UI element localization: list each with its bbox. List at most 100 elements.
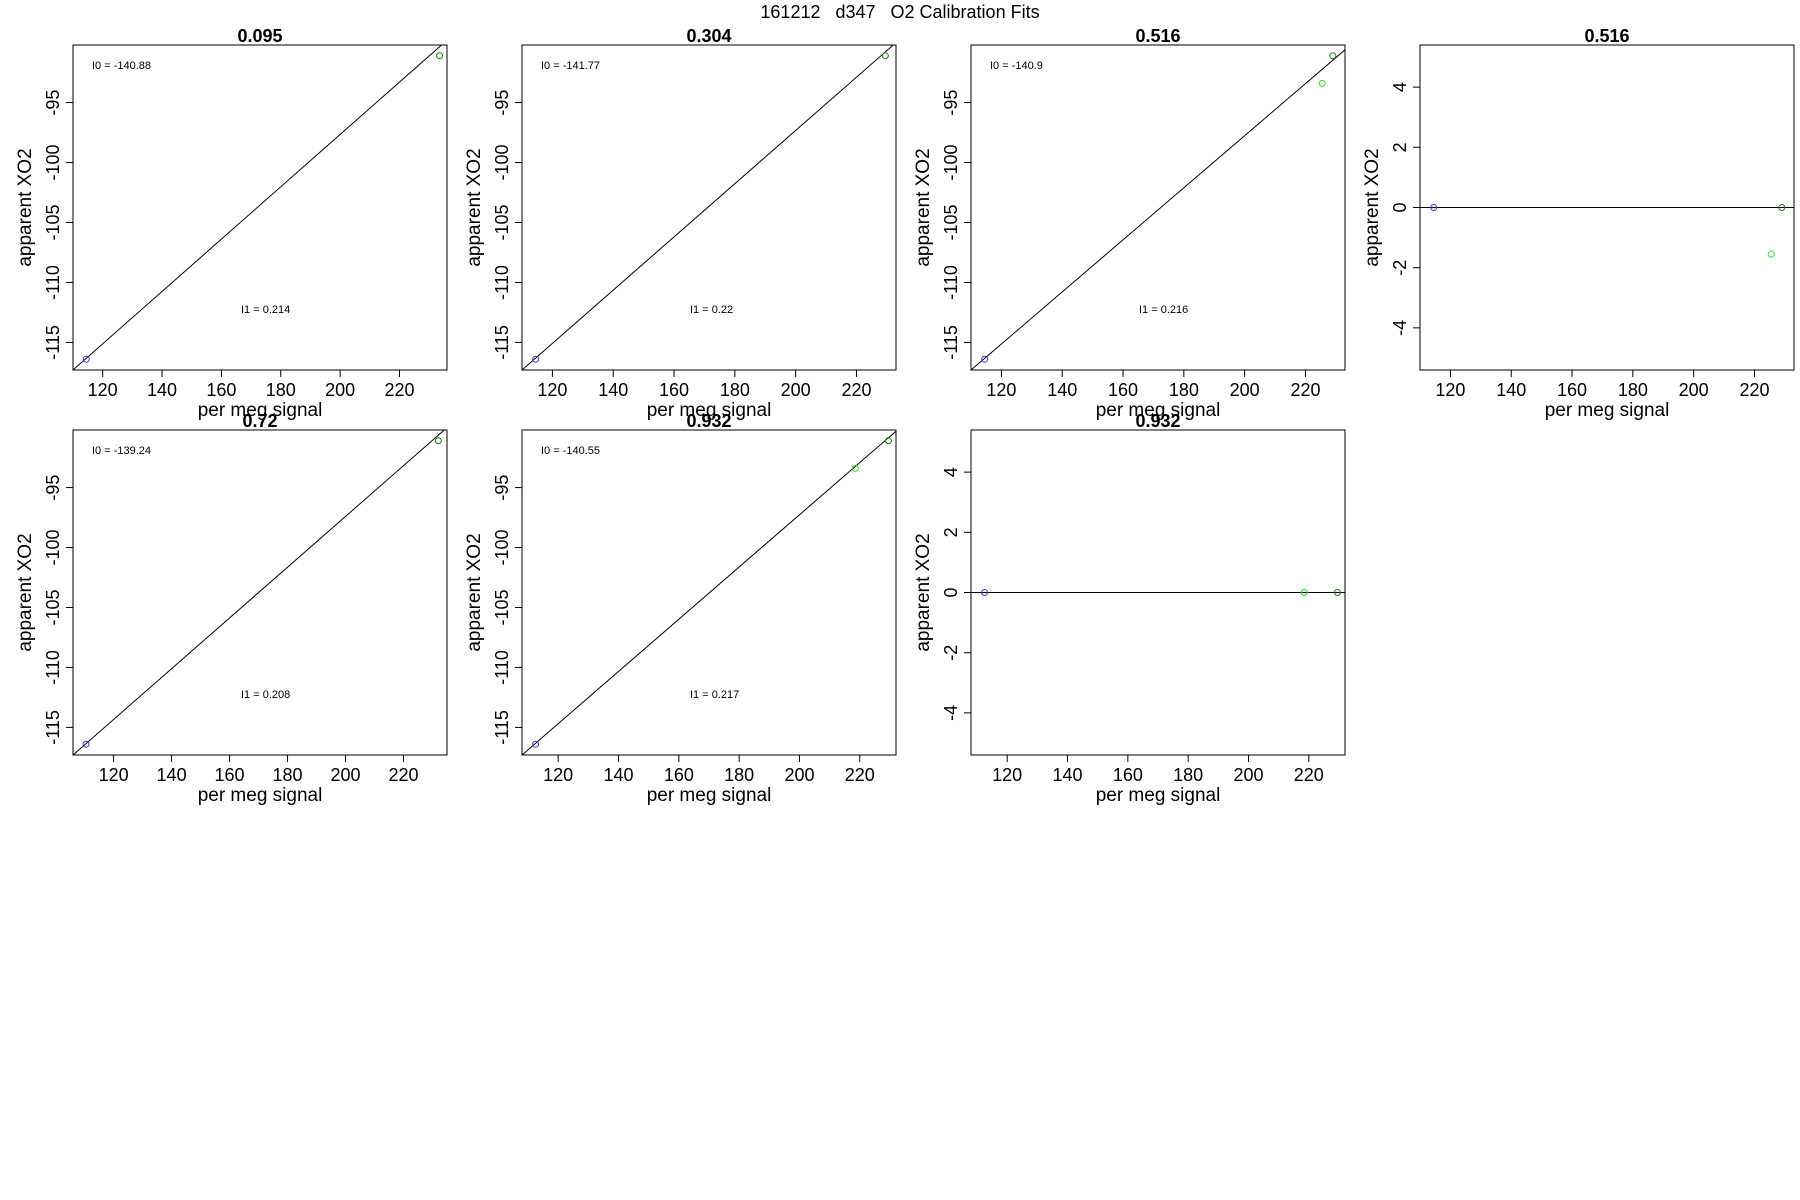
y-tick-label: -95	[492, 90, 512, 116]
y-tick-label: 2	[1390, 142, 1410, 152]
data-point	[532, 740, 540, 748]
x-tick-label: 140	[603, 765, 633, 785]
x-tick-label: 140	[598, 380, 628, 400]
y-tick-label: -4	[941, 705, 961, 721]
x-tick-label: 120	[1435, 380, 1465, 400]
page-title: 161212 d347 O2 Calibration Fits	[760, 2, 1040, 22]
x-tick-label: 220	[384, 380, 414, 400]
x-tick-label: 200	[325, 380, 355, 400]
y-tick-label: -2	[1390, 260, 1410, 276]
data-point	[1767, 250, 1775, 258]
y-tick-label: 4	[1390, 82, 1410, 92]
chart-panel: 120 140 160 180 200 220 -95 -100 -105 -110 -115 0.5…	[913, 26, 1346, 421]
x-tick-label: 180	[273, 765, 303, 785]
y-tick-label: -110	[492, 265, 512, 300]
x-tick-label: 120	[537, 380, 567, 400]
x-axis-label: per meg signal	[1545, 400, 1670, 421]
x-tick-label: 200	[1233, 765, 1263, 785]
y-tick-label: -115	[492, 325, 512, 360]
data-point	[434, 437, 442, 445]
x-tick-label: 180	[720, 380, 750, 400]
data-point	[851, 464, 859, 472]
x-tick-label: 120	[992, 765, 1022, 785]
y-axis-label: apparent XO2	[913, 148, 934, 266]
x-tick-label: 200	[1230, 380, 1260, 400]
slope-annotation: I1 = 0.208	[241, 689, 290, 701]
chart-panel: 120 140 160 180 200 220 -95 -100 -105 -110 -115 0.0…	[15, 26, 448, 421]
data-point	[82, 355, 90, 363]
x-tick-label: 140	[157, 765, 187, 785]
y-axis-label: apparent XO2	[464, 533, 485, 651]
y-axis-label: apparent XO2	[464, 148, 485, 266]
y-tick-label: -100	[43, 530, 63, 566]
y-tick-label: -115	[43, 710, 63, 745]
y-tick-label: 0	[941, 587, 961, 597]
y-tick-label: -105	[492, 204, 512, 240]
y-tick-label: -110	[492, 650, 512, 685]
x-tick-label: 160	[206, 380, 236, 400]
data-point	[981, 355, 989, 363]
x-axis-label: per meg signal	[1096, 785, 1221, 806]
y-tick-label: -95	[43, 90, 63, 116]
panel-title: 0.932	[1135, 411, 1180, 431]
y-tick-label: -100	[941, 145, 961, 181]
x-tick-label: 220	[1290, 380, 1320, 400]
y-tick-label: -95	[941, 90, 961, 116]
panel-title: 0.516	[1584, 26, 1629, 46]
plot-frame	[72, 429, 448, 756]
intercept-annotation: I0 = -140.9	[990, 60, 1043, 72]
x-tick-label: 160	[659, 380, 689, 400]
panel-title: 0.72	[242, 411, 277, 431]
y-axis-label: apparent XO2	[1362, 148, 1383, 266]
plot-frame	[521, 44, 897, 371]
y-tick-label: 4	[941, 467, 961, 477]
fit-line	[971, 49, 1345, 370]
y-tick-label: -105	[492, 589, 512, 625]
slope-annotation: I1 = 0.22	[690, 304, 733, 316]
y-tick-label: -115	[941, 325, 961, 360]
x-tick-label: 120	[99, 765, 129, 785]
y-tick-label: -100	[43, 145, 63, 181]
y-axis-label: apparent XO2	[15, 533, 36, 651]
data-point	[1318, 79, 1326, 87]
fit-line	[522, 430, 896, 755]
x-tick-label: 220	[841, 380, 871, 400]
data-point	[1329, 52, 1337, 60]
x-axis-label: per meg signal	[198, 785, 323, 806]
x-tick-label: 200	[331, 765, 361, 785]
data-point	[1300, 589, 1308, 596]
fit-line	[522, 45, 895, 370]
intercept-annotation: I0 = -140.88	[92, 60, 151, 72]
x-tick-label: 200	[1679, 380, 1709, 400]
intercept-annotation: I0 = -139.24	[92, 445, 151, 457]
x-axis-label: per meg signal	[198, 400, 323, 421]
x-tick-label: 160	[1557, 380, 1587, 400]
x-tick-label: 220	[1739, 380, 1769, 400]
fit-line	[73, 45, 443, 370]
chart-panel: 120 140 160 180 200 220 4 2 0 -2 -4 0.516 per meg si…	[1362, 26, 1795, 421]
x-tick-label: 120	[986, 380, 1016, 400]
chart-panel: 120 140 160 180 200 220 -95 -100 -105 -110 -115 0.7…	[15, 411, 448, 806]
x-tick-label: 120	[543, 765, 573, 785]
x-axis-label: per meg signal	[647, 400, 772, 421]
y-tick-label: -110	[43, 650, 63, 685]
intercept-annotation: I0 = -141.77	[541, 60, 600, 72]
plot-frame	[970, 44, 1346, 371]
y-tick-label: -105	[941, 204, 961, 240]
x-tick-label: 160	[664, 765, 694, 785]
y-tick-label: -115	[492, 710, 512, 745]
x-tick-label: 180	[1169, 380, 1199, 400]
x-axis-label: per meg signal	[647, 785, 772, 806]
x-tick-label: 140	[1052, 765, 1082, 785]
data-point	[82, 740, 90, 748]
y-tick-label: -105	[43, 589, 63, 625]
x-tick-label: 140	[1047, 380, 1077, 400]
x-tick-label: 220	[1294, 765, 1324, 785]
y-tick-label: -100	[492, 145, 512, 181]
x-tick-label: 120	[88, 380, 118, 400]
slope-annotation: I1 = 0.214	[241, 304, 290, 316]
plot-frame	[521, 429, 897, 756]
x-tick-label: 160	[1108, 380, 1138, 400]
x-tick-label: 160	[1113, 765, 1143, 785]
